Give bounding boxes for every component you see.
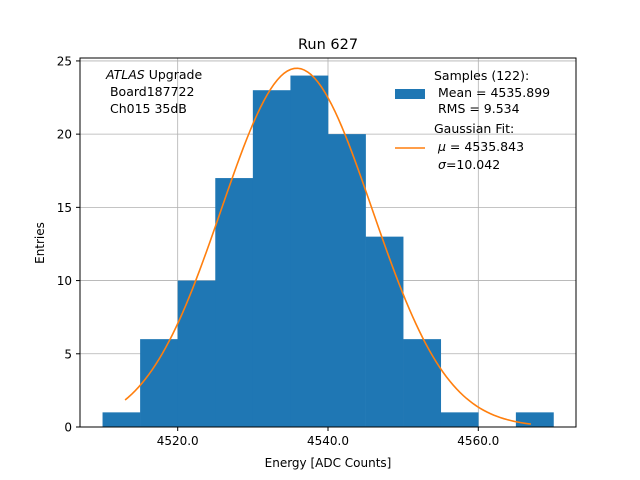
y-tick-label: 25 [57,54,72,68]
atlas-annotation: ATLAS Upgrade Board187722 Ch015 35dB [105,67,202,116]
annotation-upgrade: Upgrade [145,67,203,82]
legend-fit-mu: μ = 4535.843 [437,139,524,154]
legend-sigma-symbol: σ [438,157,447,172]
histogram-bar [140,339,178,427]
histogram-bar [290,75,329,428]
annotation-channel: Ch015 35dB [106,101,187,116]
legend-mu-symbol: μ [437,139,446,154]
legend-samples-swatch [395,89,425,99]
fit-layer [124,67,532,425]
x-axis-label: Energy [ADC Counts] [265,456,392,470]
annotation-board: Board187722 [106,84,194,99]
histogram-bar [215,178,254,427]
x-tick-label: 4560.0 [457,434,499,448]
y-axis-label: Entries [33,222,47,264]
legend-samples-rms: RMS = 9.534 [434,101,520,116]
chart-title: Run 627 [298,37,358,53]
legend-mu-value: = 4535.843 [446,139,524,154]
y-tick-label: 15 [57,201,72,215]
legend-sigma-value: =10.042 [446,157,500,172]
x-tick-label: 4540.0 [307,434,349,448]
histogram-bar [515,412,554,427]
legend-fit-sigma: σ=10.042 [438,157,500,172]
legend: Samples (122): Mean = 4535.899 RMS = 9.5… [395,68,550,172]
annotation-line-1: ATLAS Upgrade [105,67,202,82]
y-tick-label: 10 [57,274,72,288]
gaussian-fit-curve [124,67,532,425]
y-tick-label: 5 [64,347,72,361]
legend-fit-title: Gaussian Fit: [434,121,514,136]
y-axis: 0 5 10 15 20 25 [57,54,80,435]
histogram-bar [102,412,141,427]
annotation-experiment: ATLAS [105,67,145,82]
x-tick-label: 4520.0 [157,434,199,448]
legend-samples-title: Samples (122): [434,68,529,83]
y-tick-label: 20 [57,128,72,142]
bars-layer [102,75,554,428]
histogram-bar [177,280,216,427]
x-axis: 4520.0 4540.0 4560.0 [157,427,499,448]
histogram-bar [403,339,442,427]
legend-samples-mean: Mean = 4535.899 [434,85,550,100]
y-tick-label: 0 [64,421,72,435]
histogram-bar [365,236,404,427]
histogram-bar [252,90,291,427]
histogram-bar [440,412,479,427]
histogram-bar [328,134,366,427]
